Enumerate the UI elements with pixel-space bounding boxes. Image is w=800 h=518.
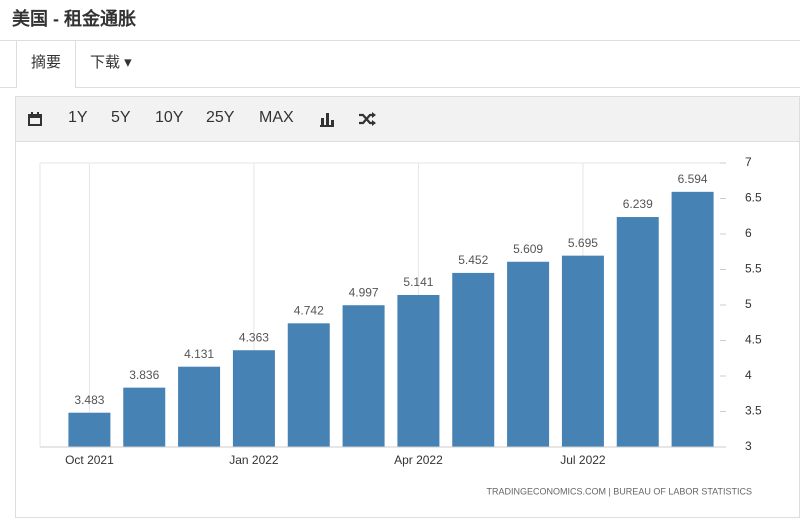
value-label: 6.594 [678,172,708,186]
bar [616,217,659,447]
bar [671,191,714,447]
value-label: 6.239 [623,197,653,211]
x-tick-label: Jul 2022 [560,453,606,467]
bar [123,387,166,447]
y-tick-label: 4 [745,368,752,382]
tab-bar: 摘要 下载 ▾ [0,40,800,88]
bar [68,412,111,447]
bar [397,294,440,447]
calendar-icon[interactable] [27,111,43,127]
value-label: 4.131 [184,347,214,361]
value-label: 3.483 [74,393,104,407]
y-tick-label: 5.5 [745,262,762,276]
range-button[interactable]: 5Y [111,109,131,126]
value-label: 5.695 [568,236,598,250]
source: TRADINGECONOMICS.COM | BUREAU OF LABOR S… [486,486,752,496]
bar [287,323,330,447]
y-tick-label: 3 [745,439,752,453]
range-button[interactable]: MAX [259,109,294,126]
bar [452,272,495,447]
bar-icon[interactable] [319,111,335,127]
y-tick-label: 3.5 [745,404,762,418]
tab[interactable]: 摘要 [16,41,76,88]
shuffle-icon[interactable] [358,111,376,127]
value-label: 4.997 [349,285,379,299]
tab[interactable]: 下载 ▾ [90,54,132,71]
y-tick-label: 4.5 [745,333,762,347]
x-tick-label: Oct 2021 [65,453,114,467]
bar [342,305,385,447]
bar [507,261,550,447]
bar [232,350,275,447]
y-tick-label: 6 [745,226,752,240]
bar [178,366,221,447]
value-label: 5.141 [403,275,433,289]
y-tick-label: 7 [745,155,752,169]
value-label: 4.363 [239,330,269,344]
toolbar: 1Y 5Y 10Y 25Y MAX [15,96,800,142]
range-button[interactable]: 25Y [206,109,235,126]
page-title: 美国 - 租金通胀 [12,9,136,29]
y-tick-label: 5 [745,297,752,311]
value-label: 5.609 [513,242,543,256]
bar [561,255,604,447]
value-label: 5.452 [458,253,488,267]
value-label: 4.742 [294,303,324,317]
range-button[interactable]: 1Y [68,109,88,126]
x-tick-label: Apr 2022 [394,453,443,467]
tab-label[interactable]: 下载 [90,54,121,71]
y-tick-label: 6.5 [745,191,762,205]
x-tick-label: Jan 2022 [229,453,279,467]
range-button[interactable]: 10Y [155,109,184,126]
value-label: 3.836 [129,368,159,382]
